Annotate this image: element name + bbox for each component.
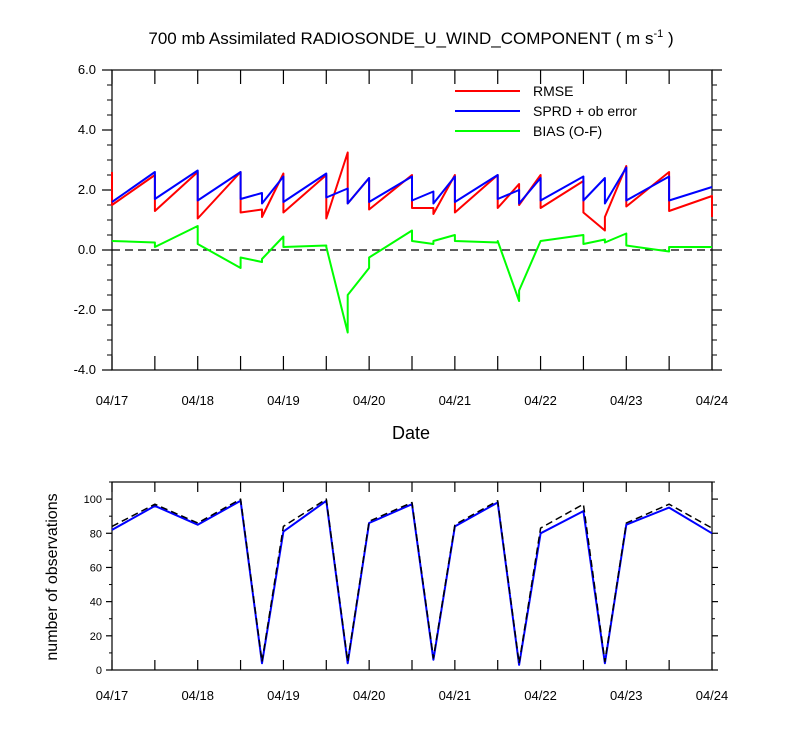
y-tick-label: 0 — [96, 665, 102, 677]
bottom-chart: number of observations 04/17 04/18 04/19 04… — [44, 481, 729, 703]
y-tick-label: 6.0 — [78, 62, 96, 77]
x-tick-label: 04/19 — [267, 393, 300, 408]
x-tick-label: 04/17 — [96, 393, 129, 408]
x-tick-label: 04/20 — [353, 688, 386, 703]
series-line-0 — [111, 499, 713, 666]
y-tick-label: 0.0 — [78, 242, 96, 257]
x-tick-label: 04/22 — [524, 393, 557, 408]
y-tick-label: -4.0 — [74, 362, 96, 377]
y-axis-label: number of observations — [44, 493, 61, 660]
series-line-1 — [111, 498, 713, 664]
x-tick-label: 04/18 — [181, 688, 214, 703]
y-tick-label: 100 — [84, 494, 102, 506]
y-tick-label: 2.0 — [78, 182, 96, 197]
legend-label: SPRD + ob error — [533, 103, 637, 119]
x-tick-label: 04/22 — [524, 688, 557, 703]
series-line-sprd-ob-error — [111, 166, 713, 205]
y-tick-label: 80 — [90, 528, 102, 540]
x-axis-label: Date — [392, 423, 430, 443]
y-tick-label: 40 — [90, 597, 102, 609]
y-tick-label: 20 — [90, 631, 102, 643]
x-tick-label: 04/21 — [439, 393, 472, 408]
top-plot-area: 04/17 04/18 04/19 04/20 04/21 04/22 04/23 04/24… — [74, 62, 729, 408]
chart-title: 700 mb Assimilated RADIOSONDE_U_WIND_COM… — [148, 28, 673, 48]
series-line-bias-o-f — [111, 225, 712, 334]
top-chart: 700 mb Assimilated RADIOSONDE_U_WIND_COM… — [74, 28, 729, 443]
x-tick-label: 04/21 — [439, 688, 472, 703]
x-tick-label: 04/19 — [267, 688, 300, 703]
y-tick-label: 60 — [90, 562, 102, 574]
bottom-plot-area: 04/17 04/18 04/19 04/20 04/21 04/22 04/23 04/24… — [84, 481, 729, 703]
x-tick-label: 04/24 — [696, 393, 729, 408]
legend-label: BIAS (O-F) — [533, 123, 602, 139]
x-tick-label: 04/23 — [610, 688, 643, 703]
x-tick-label: 04/17 — [96, 688, 129, 703]
y-tick-label: 4.0 — [78, 122, 96, 137]
y-tick-label: -2.0 — [74, 302, 96, 317]
x-tick-label: 04/18 — [181, 393, 214, 408]
x-tick-label: 04/23 — [610, 393, 643, 408]
x-tick-label: 04/24 — [696, 688, 729, 703]
legend: RMSE SPRD + ob error BIAS (O-F) — [455, 83, 637, 139]
x-tick-label: 04/20 — [353, 393, 386, 408]
legend-label: RMSE — [533, 83, 573, 99]
